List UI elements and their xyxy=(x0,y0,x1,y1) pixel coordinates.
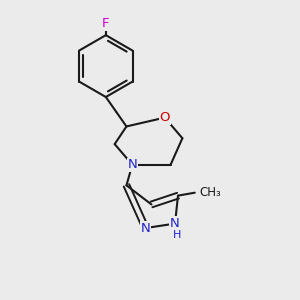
Text: N: N xyxy=(170,217,180,230)
Text: CH₃: CH₃ xyxy=(199,186,221,199)
Text: N: N xyxy=(141,221,151,235)
Text: F: F xyxy=(102,17,110,30)
Text: O: O xyxy=(160,111,170,124)
Text: N: N xyxy=(128,158,137,171)
Text: H: H xyxy=(173,230,182,240)
